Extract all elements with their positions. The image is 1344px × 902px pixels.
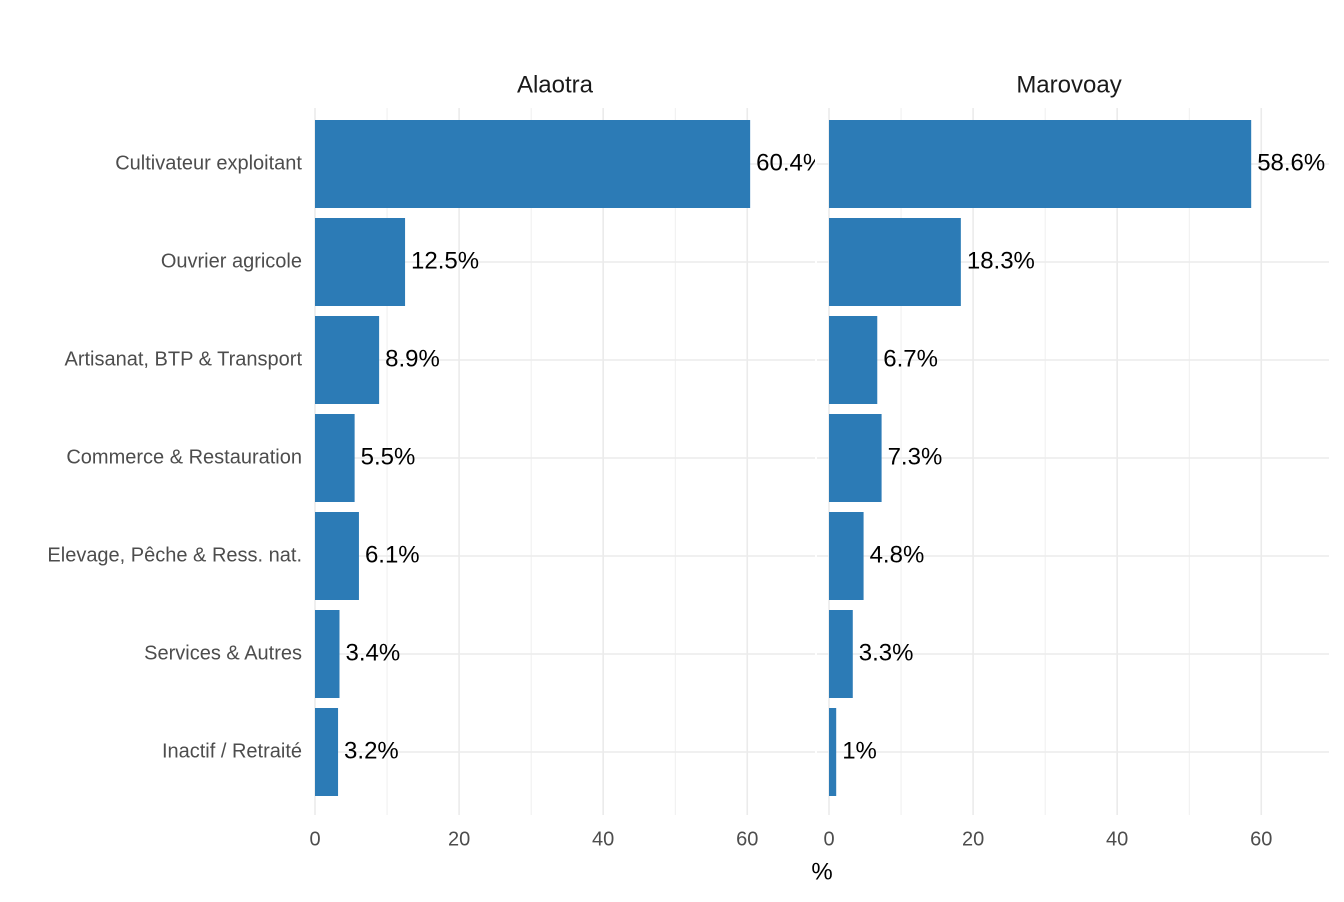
category-label: Services & Autres: [144, 642, 302, 664]
value-label: 6.7%: [883, 345, 938, 372]
value-label: 3.3%: [859, 639, 914, 666]
panel: 58.6% 18.3% 6.7% 7.3% 4.8% 3.3% 1%: [817, 108, 1329, 815]
x-tick-label: 20: [448, 828, 470, 850]
x-tick-label: 20: [962, 828, 984, 850]
value-label: 58.6%: [1257, 149, 1325, 176]
x-tick-label: 60: [736, 828, 758, 850]
bar: [315, 316, 380, 404]
x-tick-label: 40: [592, 828, 614, 850]
x-tick-label: 0: [309, 828, 320, 850]
value-label: 18.3%: [967, 247, 1035, 274]
category-label: Elevage, Pêche & Ress. nat.: [47, 544, 302, 566]
category-label: Artisanat, BTP & Transport: [64, 348, 302, 370]
value-label: 6.1%: [365, 541, 420, 568]
category-label: Commerce & Restauration: [66, 446, 302, 468]
value-label: 7.3%: [888, 443, 943, 470]
bar: [315, 218, 406, 306]
value-label: 5.5%: [361, 443, 416, 470]
bar: [829, 120, 1252, 208]
category-label: Inactif / Retraité: [162, 740, 302, 762]
value-label: 1%: [842, 737, 877, 764]
x-tick-label: 0: [823, 828, 834, 850]
x-tick-label: 60: [1250, 828, 1272, 850]
category-label: Cultivateur exploitant: [115, 152, 302, 174]
facet-title: Alaotra: [517, 71, 594, 98]
value-label: 3.4%: [345, 639, 400, 666]
bar: [315, 512, 359, 600]
value-label: 4.8%: [870, 541, 925, 568]
bar: [829, 414, 882, 502]
value-label: 8.9%: [385, 345, 440, 372]
value-label: 60.4%: [756, 149, 824, 176]
value-label: 12.5%: [411, 247, 479, 274]
bar: [829, 512, 864, 600]
bar: [315, 708, 339, 796]
bar: [315, 610, 340, 698]
bar: [829, 610, 853, 698]
facet-title: Marovoay: [1016, 71, 1121, 98]
bar: [829, 708, 837, 796]
bar: [829, 316, 878, 404]
bar: [829, 218, 961, 306]
x-axis-title: %: [811, 858, 832, 885]
panel: 60.4% 12.5% 8.9% 5.5% 6.1% 3.4% 3.2%: [314, 108, 824, 815]
value-label: 3.2%: [344, 737, 399, 764]
bar: [315, 414, 355, 502]
x-tick-label: 40: [1106, 828, 1128, 850]
category-label: Ouvrier agricole: [161, 250, 302, 272]
bar: [315, 120, 751, 208]
